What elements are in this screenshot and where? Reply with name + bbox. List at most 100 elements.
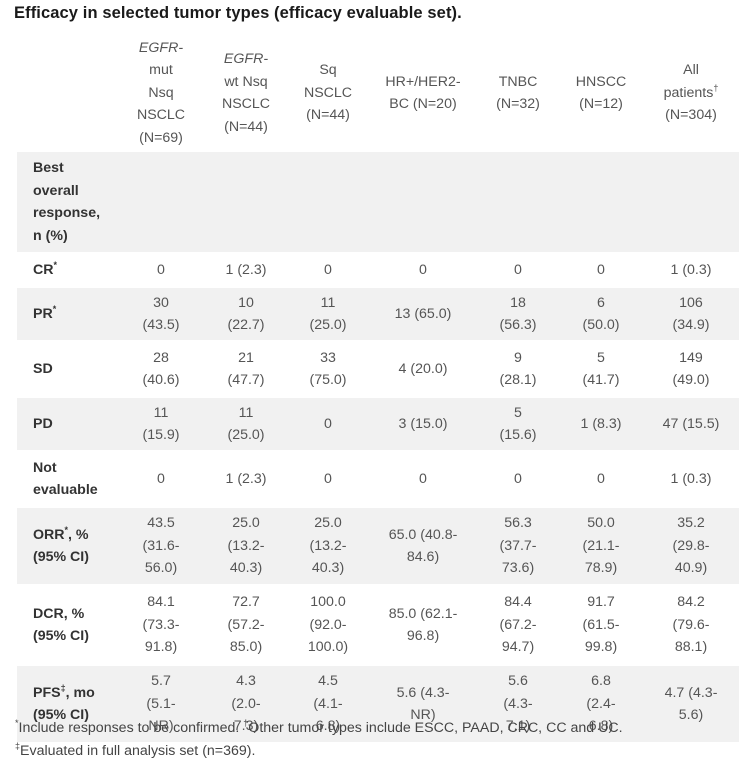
cell-line: 28 <box>153 349 169 366</box>
table-cell <box>287 152 369 252</box>
row-label: DCR, % (95% CI) <box>17 587 117 663</box>
table-cell: 18 (56.3) <box>477 288 559 340</box>
col-header-line: HR+/HER2- <box>385 73 461 90</box>
table-row: Not evaluable 0 1 (2.3) 0 0 0 0 1 (0.3) <box>17 453 739 505</box>
cell-line: 78.9) <box>584 560 618 577</box>
cell-line: 0 <box>324 415 332 432</box>
header-row: EGFR-mut Nsq NSCLC (N=69) EGFR-wt Nsq NSCLC (… <box>17 34 739 152</box>
cell-line: (49.0) <box>672 372 710 388</box>
table-cell: 6 (50.0) <box>559 288 643 340</box>
row-label-line: , % <box>68 526 89 543</box>
cell-line: 9 <box>514 349 522 366</box>
cell-line: (2.0- <box>231 695 261 712</box>
table-cell: 84.2 (79.6- 88.1) <box>643 587 739 663</box>
table-cell: 56.3 (37.7- 73.6) <box>477 508 559 584</box>
spacer-cell <box>17 663 739 666</box>
row-label-line: , mo <box>65 684 95 701</box>
row-label: Best overall response, n (%) <box>17 152 117 252</box>
cell-line: (47.7) <box>227 372 265 388</box>
row-label: PR* <box>17 288 117 340</box>
row-label-line: response, <box>33 205 101 221</box>
cell-line: (2.4- <box>586 695 616 712</box>
row-label-line: (95% CI) <box>33 628 89 644</box>
footnote-line-1: *Include responses to be confirmed. †Oth… <box>15 717 623 740</box>
footnote-mark: ‡ <box>15 740 21 751</box>
table-row: PR* 30 (43.5) 10 (22.7) 11 (25.0) 13 (65.0) 18 (5… <box>17 288 739 340</box>
row-spacer <box>17 450 739 453</box>
cell-line: (13.2- <box>309 537 347 554</box>
cell-line: 4.7 (4.3- <box>664 684 718 701</box>
cell-line: 0 <box>514 261 522 278</box>
table-cell: 21 (47.7) <box>205 343 287 395</box>
cell-line: 106 <box>679 294 703 311</box>
row-label: SD <box>17 343 117 395</box>
col-header-line: wt Nsq <box>224 73 268 90</box>
cell-line: 72.7 <box>232 594 260 611</box>
col-header-line: (N=304) <box>665 107 717 124</box>
col-header-line: BC (N=20) <box>389 96 457 112</box>
row-spacer <box>17 252 739 255</box>
footnote-mark: * <box>15 718 19 728</box>
cell-line: 25.0 <box>232 515 260 532</box>
table-cell: 0 <box>559 453 643 505</box>
footnotes: *Include responses to be confirmed. †Oth… <box>15 717 623 762</box>
table-cell: 0 <box>477 453 559 505</box>
cell-line: 7.1) <box>505 718 531 735</box>
cell-line: 21 <box>238 349 254 366</box>
col-header-line: Sq <box>319 62 337 79</box>
cell-line: (79.6- <box>672 616 710 633</box>
cell-line: 0 <box>419 261 427 278</box>
cell-line: 0 <box>157 261 165 278</box>
table-cell: 1 (2.3) <box>205 255 287 285</box>
cell-line: 40.9) <box>674 560 708 577</box>
row-spacer <box>17 285 739 288</box>
table-cell: 11 (25.0) <box>287 288 369 340</box>
cell-line: 1 (2.3) <box>225 470 267 487</box>
col-header-line: HNSCC <box>575 73 627 90</box>
cell-line: (43.5) <box>142 317 180 333</box>
table-body: Best overall response, n (%) CR* 0 1 (2.3) 0 0 0 0… <box>17 152 739 742</box>
cell-line: 0 <box>419 470 427 487</box>
cell-line: 85.0) <box>229 639 263 656</box>
cell-line: (73.3- <box>142 616 180 633</box>
cell-line: 1 (8.3) <box>580 415 622 432</box>
table-cell: 0 <box>287 255 369 285</box>
row-label: PD <box>17 398 117 450</box>
table-cell: 10 (22.7) <box>205 288 287 340</box>
table-cell: 13 (65.0) <box>369 288 477 340</box>
table-cell: 50.0 (21.1- 78.9) <box>559 508 643 584</box>
table-cell: 11 (25.0) <box>205 398 287 450</box>
table-row: DCR, % (95% CI) 84.1 (73.3- 91.8) 72.7 (57.2- 8… <box>17 587 739 663</box>
table-cell: 0 <box>287 453 369 505</box>
cell-line: 5.6 <box>508 673 528 690</box>
table-row: PFS‡, mo (95% CI) 5.7 (5.1- NR) 4.3 (2.0- 7.3) 4… <box>17 666 739 742</box>
cell-line: (21.1- <box>582 537 620 554</box>
row-label-line: (95% CI) <box>33 549 89 565</box>
cell-line: 5.6) <box>678 707 704 723</box>
row-label: CR* <box>17 255 117 285</box>
col-header: Sq NSCLC (N=44) <box>287 34 369 152</box>
cell-line: (37.7- <box>499 537 537 554</box>
table-cell <box>559 152 643 252</box>
table-cell: 5 (15.6) <box>477 398 559 450</box>
cell-line: (29.8- <box>672 537 710 554</box>
cell-line: 4.5 <box>318 673 338 690</box>
cell-line: (4.1- <box>313 695 343 712</box>
table-cell: 0 <box>369 255 477 285</box>
cell-line: 40.3) <box>311 560 345 577</box>
cell-line: 84.1 <box>147 594 175 611</box>
cell-line: 3 (15.0) <box>398 415 448 432</box>
col-header-line: (N=44) <box>306 107 350 124</box>
cell-line: (34.9) <box>672 317 710 333</box>
table-cell <box>643 152 739 252</box>
cell-line: (61.5- <box>582 616 620 633</box>
col-header-line: Nsq <box>148 84 174 101</box>
col-header-italic: EGFR- <box>138 39 184 56</box>
cell-line: (13.2- <box>227 537 265 554</box>
cell-line: 73.6) <box>501 560 535 577</box>
col-header: EGFR-wt Nsq NSCLC (N=44) <box>205 34 287 152</box>
row-label: PFS‡, mo (95% CI) <box>17 666 117 742</box>
row-spacer <box>17 584 739 587</box>
table-cell: 6.8 (2.4- 6.8) <box>559 666 643 742</box>
table-cell: 33 (75.0) <box>287 343 369 395</box>
